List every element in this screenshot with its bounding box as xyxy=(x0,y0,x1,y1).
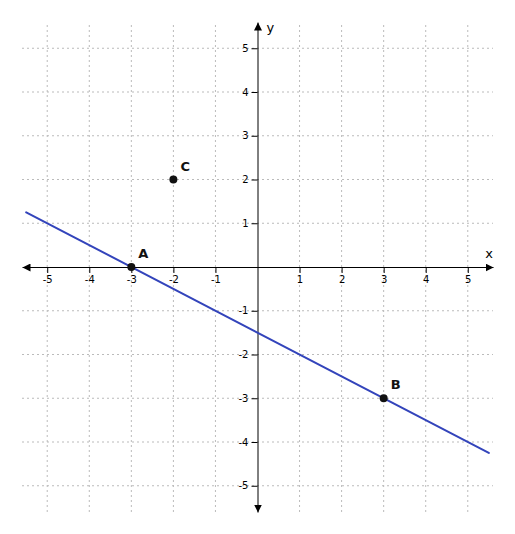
grid xyxy=(22,22,493,512)
tick-mark xyxy=(252,355,258,356)
tick-label: 3 xyxy=(381,274,387,285)
tick-label: 2 xyxy=(242,174,248,185)
point-label: B xyxy=(391,377,401,392)
tick-mark xyxy=(252,442,258,443)
tick-label: 4 xyxy=(242,87,248,98)
tick-mark xyxy=(89,267,90,273)
tick: 3 xyxy=(381,267,387,285)
tick: -2 xyxy=(239,349,258,360)
line xyxy=(26,212,489,453)
tick-mark xyxy=(173,267,174,273)
tick-label: 1 xyxy=(242,218,248,229)
point xyxy=(380,394,388,402)
tick: -4 xyxy=(85,267,95,285)
tick-label: 4 xyxy=(423,274,429,285)
tick-mark xyxy=(252,223,258,224)
point xyxy=(169,176,177,184)
point-label: A xyxy=(138,246,148,261)
tick-label: 1 xyxy=(297,274,303,285)
tick-mark xyxy=(252,48,258,49)
tick-mark xyxy=(252,92,258,93)
tick-label: -2 xyxy=(239,349,249,360)
y-axis: -5 -4 -3 -2 -1 1 2 3 4 5 xyxy=(239,23,258,513)
tick-label: -3 xyxy=(239,393,249,404)
tick: 4 xyxy=(423,267,429,285)
tick-mark xyxy=(300,267,301,273)
axis-title: x xyxy=(485,246,493,261)
tick: 1 xyxy=(242,218,257,229)
tick-label: 5 xyxy=(242,43,248,54)
tick-label: -4 xyxy=(85,274,95,285)
tick-label: -1 xyxy=(239,305,249,316)
tick-mark xyxy=(215,267,216,273)
axis-title: y xyxy=(267,20,275,35)
point-label: C xyxy=(180,159,190,174)
tick-label: -2 xyxy=(169,274,179,285)
tick-label: -5 xyxy=(43,274,53,285)
tick-mark xyxy=(47,267,48,273)
point xyxy=(127,263,135,271)
tick: 5 xyxy=(465,267,471,285)
tick: -3 xyxy=(239,393,258,404)
tick-mark xyxy=(252,136,258,137)
tick: -4 xyxy=(239,437,258,448)
tick: 3 xyxy=(242,130,257,141)
tick: 4 xyxy=(242,87,257,98)
tick: -2 xyxy=(169,267,179,285)
tick-label: 2 xyxy=(339,274,345,285)
tick: -1 xyxy=(239,305,258,316)
tick-label: -3 xyxy=(127,274,137,285)
tick-label: -1 xyxy=(211,274,221,285)
tick-label: 5 xyxy=(465,274,471,285)
tick-label: 3 xyxy=(242,130,248,141)
tick: 5 xyxy=(242,43,257,54)
tick: 2 xyxy=(339,267,345,285)
labels: A B Cx y xyxy=(138,20,493,392)
tick-mark xyxy=(252,180,258,181)
plot-area xyxy=(26,176,489,453)
tick-label: -5 xyxy=(239,480,249,491)
tick: -5 xyxy=(43,267,53,285)
tick-mark xyxy=(252,311,258,312)
chart: -5 -4 -3 -2 -1 1 2 3 4 5 -5 -4 -3 -2 -1 1 2 3 4 5 A B Cx y xyxy=(0,0,515,534)
tick: 1 xyxy=(297,267,303,285)
tick: 2 xyxy=(242,174,257,185)
tick: -5 xyxy=(239,480,258,491)
axis-line xyxy=(258,23,259,513)
tick-mark xyxy=(252,398,258,399)
tick-mark xyxy=(384,267,385,273)
tick: -1 xyxy=(211,267,221,285)
tick-mark xyxy=(342,267,343,273)
tick-mark xyxy=(468,267,469,273)
tick-mark xyxy=(426,267,427,273)
tick-label: -4 xyxy=(239,437,249,448)
tick-mark xyxy=(252,486,258,487)
